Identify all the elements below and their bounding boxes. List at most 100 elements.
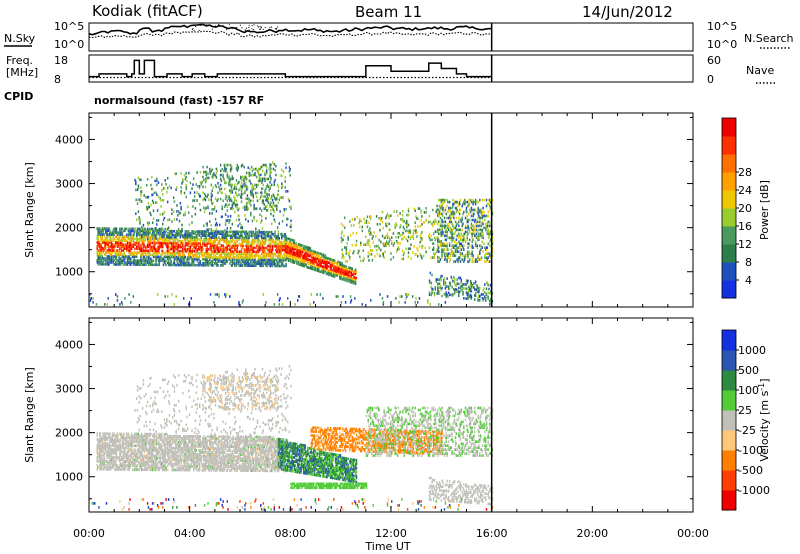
power-cell bbox=[144, 259, 146, 262]
power-cell bbox=[325, 272, 328, 275]
power-cell bbox=[187, 234, 189, 237]
power-cell bbox=[166, 249, 168, 253]
power-cell bbox=[186, 263, 188, 267]
power-cell bbox=[284, 248, 286, 252]
power-cell bbox=[214, 250, 216, 253]
power-cell bbox=[141, 190, 143, 193]
power-cell bbox=[198, 185, 201, 188]
power-cell bbox=[264, 171, 266, 174]
power-cell bbox=[210, 248, 213, 251]
power-cell bbox=[156, 219, 158, 222]
power-cell bbox=[177, 251, 180, 255]
power-cell bbox=[485, 260, 487, 263]
power-cell bbox=[215, 221, 218, 225]
power-cell bbox=[230, 199, 233, 203]
power-cell bbox=[174, 172, 177, 176]
power-cell bbox=[255, 254, 258, 258]
power-cell bbox=[195, 230, 197, 233]
power-cell bbox=[443, 277, 446, 280]
power-cell bbox=[487, 260, 489, 263]
power-cell bbox=[147, 245, 150, 249]
power-cell bbox=[375, 248, 378, 252]
power-cell bbox=[238, 236, 240, 240]
power-cell bbox=[458, 282, 461, 286]
power-cell bbox=[323, 259, 325, 263]
power-cell bbox=[176, 257, 178, 261]
power-cell bbox=[136, 229, 139, 233]
power-cell bbox=[213, 229, 215, 233]
power-cell bbox=[183, 174, 186, 177]
power-cell bbox=[213, 232, 215, 235]
power-cell bbox=[244, 232, 246, 236]
power-cell bbox=[243, 254, 245, 257]
power-cell bbox=[132, 251, 135, 254]
power-cell bbox=[198, 263, 201, 267]
power-cell bbox=[488, 287, 490, 291]
power-cell bbox=[168, 231, 171, 235]
power-cell bbox=[231, 230, 234, 234]
power-cell bbox=[90, 297, 93, 300]
power-cell bbox=[113, 245, 115, 248]
power-cell bbox=[191, 244, 193, 247]
power-cell bbox=[172, 247, 175, 251]
power-cell bbox=[203, 262, 205, 265]
power-cell bbox=[172, 196, 175, 199]
power-cell bbox=[229, 240, 231, 243]
power-cell bbox=[235, 244, 238, 247]
power-cell bbox=[118, 237, 120, 240]
power-cell bbox=[149, 249, 151, 253]
nsky-noise-point bbox=[248, 29, 250, 31]
power-cell bbox=[477, 254, 479, 257]
power-cell bbox=[437, 256, 439, 259]
power-cell bbox=[189, 255, 192, 259]
power-cell bbox=[136, 247, 138, 251]
power-cell bbox=[145, 257, 147, 261]
power-cell bbox=[177, 245, 180, 249]
power-cell bbox=[266, 248, 269, 252]
power-cell bbox=[142, 245, 145, 249]
power-cell bbox=[203, 238, 206, 241]
nsky-noise-point bbox=[257, 25, 259, 27]
power-cell bbox=[218, 185, 220, 189]
power-cell bbox=[290, 250, 292, 253]
power-cell bbox=[151, 193, 154, 197]
power-cell bbox=[317, 257, 319, 261]
power-cell bbox=[141, 239, 143, 243]
power-cell bbox=[250, 244, 253, 248]
power-cell bbox=[319, 258, 322, 262]
power-cell bbox=[215, 209, 218, 213]
power-cell bbox=[349, 270, 351, 274]
power-cell bbox=[112, 261, 114, 264]
power-cell bbox=[259, 179, 261, 183]
power-cell bbox=[96, 253, 98, 256]
power-cell bbox=[109, 241, 111, 244]
power-cell bbox=[355, 276, 358, 280]
power-cell bbox=[254, 254, 256, 258]
power-cell bbox=[326, 256, 328, 260]
power-cell bbox=[203, 230, 206, 233]
power-cell bbox=[205, 230, 208, 233]
power-cell bbox=[155, 259, 157, 263]
power-cell bbox=[145, 259, 147, 263]
power-cell bbox=[261, 199, 264, 202]
power-cell bbox=[252, 185, 255, 189]
power-cell bbox=[198, 263, 200, 267]
power-cell bbox=[312, 253, 314, 257]
power-cell bbox=[261, 260, 264, 264]
power-cell bbox=[251, 240, 254, 244]
power-cell bbox=[162, 227, 164, 231]
power-cell bbox=[109, 257, 111, 260]
power-cell bbox=[211, 242, 213, 245]
power-cell bbox=[126, 257, 129, 260]
power-cell bbox=[245, 184, 247, 187]
power-cell bbox=[350, 224, 353, 227]
power-cell bbox=[154, 253, 156, 257]
power-cell bbox=[222, 258, 224, 261]
power-cell bbox=[161, 245, 163, 249]
power-cell bbox=[407, 223, 410, 227]
power-cell bbox=[311, 265, 313, 269]
power-cell bbox=[219, 189, 221, 193]
power-cell bbox=[329, 267, 332, 271]
power-cell bbox=[178, 263, 181, 267]
power-cell bbox=[125, 255, 128, 258]
